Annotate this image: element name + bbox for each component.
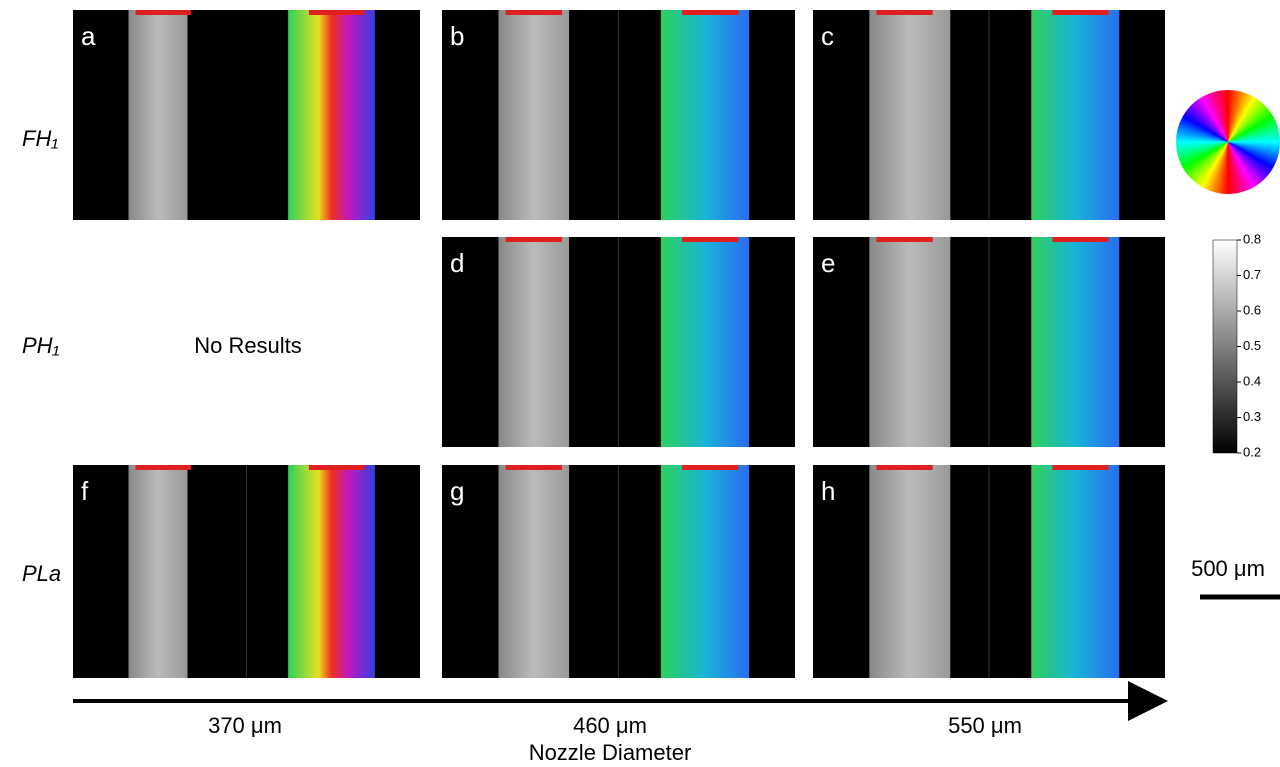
color-map <box>1031 465 1120 678</box>
nozzle-bar <box>876 237 933 242</box>
panel-label: h <box>821 476 835 506</box>
color-map <box>1031 237 1120 447</box>
gray-map <box>869 10 951 220</box>
nozzle-bar <box>505 465 563 470</box>
scale-bar-label: 500 μm <box>1191 556 1265 581</box>
color-wheel <box>1176 90 1280 194</box>
no-results: No Results <box>194 333 302 358</box>
nozzle-bar <box>308 10 365 15</box>
colorbar-tick-label: 0.6 <box>1243 302 1261 317</box>
column-label: 370 μm <box>208 713 282 738</box>
nozzle-bar <box>135 10 191 15</box>
nozzle-bar <box>1052 10 1109 15</box>
colorbar-tick-label: 0.4 <box>1243 373 1261 388</box>
gray-map <box>869 465 951 678</box>
panel-label: g <box>450 476 464 506</box>
nozzle-bar <box>1052 465 1109 470</box>
nozzle-bar <box>682 465 739 470</box>
gray-map <box>128 465 188 678</box>
panel-label: c <box>821 21 834 51</box>
nozzle-bar <box>682 237 739 242</box>
row-label: PH₁ <box>22 333 60 358</box>
nozzle-bar <box>876 10 933 15</box>
color-map <box>288 10 375 220</box>
color-map <box>1031 10 1120 220</box>
colorbar-tick-label: 0.2 <box>1243 444 1261 459</box>
row-label: FH₁ <box>22 126 58 151</box>
colorbar-tick-label: 0.8 <box>1243 231 1261 246</box>
panel-label: e <box>821 248 835 278</box>
colorbar-tick-label: 0.5 <box>1243 338 1261 353</box>
panel-label: f <box>81 476 89 506</box>
nozzle-bar <box>682 10 739 15</box>
color-map <box>660 465 750 678</box>
nozzle-bar <box>505 10 563 15</box>
column-label: 460 μm <box>573 713 647 738</box>
panel-label: d <box>450 248 464 278</box>
colorbar <box>1212 239 1238 454</box>
row-label: PLa <box>22 561 61 586</box>
color-map <box>288 465 375 678</box>
nozzle-bar <box>505 237 563 242</box>
panel-label: a <box>81 21 96 51</box>
colorbar-tick-label: 0.3 <box>1243 409 1261 424</box>
color-map <box>660 237 750 447</box>
gray-map <box>128 10 188 220</box>
nozzle-bar <box>135 465 191 470</box>
axis-title: Nozzle Diameter <box>529 740 692 765</box>
nozzle-bar <box>1052 237 1109 242</box>
gray-map <box>498 465 570 678</box>
gray-map <box>498 10 570 220</box>
gray-map <box>869 237 951 447</box>
nozzle-bar <box>876 465 933 470</box>
nozzle-bar <box>308 465 365 470</box>
colorbar-tick-label: 0.7 <box>1243 267 1261 282</box>
column-label: 550 μm <box>948 713 1022 738</box>
panel-label: b <box>450 21 464 51</box>
color-map <box>660 10 750 220</box>
gray-map <box>498 237 570 447</box>
